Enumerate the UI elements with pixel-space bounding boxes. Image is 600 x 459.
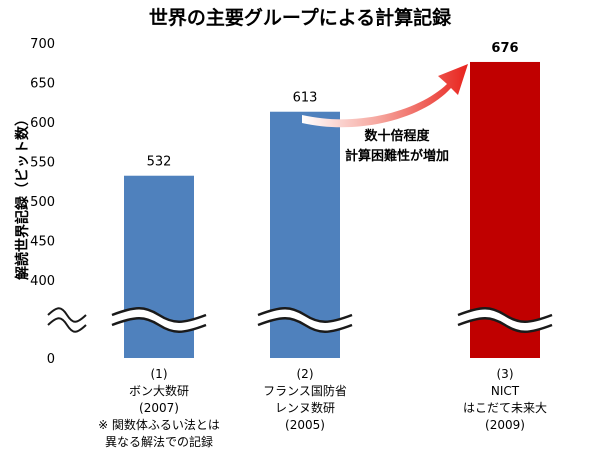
axis-break-line [111, 317, 207, 333]
bar-value-label: 676 [491, 41, 518, 56]
annotation-line-2: 計算困難性が増加 [345, 148, 449, 164]
axis-break-line [457, 317, 553, 333]
axis-break-line [47, 317, 87, 333]
category-label-line: 異なる解法での記録 [105, 434, 213, 449]
axis-break-line [257, 307, 353, 323]
y-tick-label: 600 [30, 116, 55, 131]
y-tick-label: 700 [30, 37, 55, 52]
y-tick-label: 500 [30, 195, 55, 210]
y-tick-label: 400 [30, 274, 55, 289]
axis-break-line [457, 307, 553, 323]
annotation-line-1: 数十倍程度 [364, 128, 430, 144]
category-label-line: (2007) [139, 401, 179, 415]
axis-break-line [111, 307, 207, 323]
axis-break-line [47, 307, 87, 323]
category-label-line: ※ 関数体ふるい法とは [98, 417, 220, 432]
category-index: (2) [297, 367, 314, 381]
category-label-line: レンヌ数研 [275, 400, 335, 415]
axis-break-band [456, 308, 554, 332]
category-label-line: フランス国防省 [263, 383, 347, 398]
y-axis-ticks: 700 650 600 550 500 450 400 0 [30, 37, 55, 367]
bars-group [124, 61, 540, 359]
axis-break-band [256, 308, 354, 332]
growth-arrow [302, 64, 468, 128]
category-index: (3) [497, 367, 514, 381]
value-labels: 532 613 676 [147, 41, 519, 170]
chart-title: 世界の主要グループによる計算記録 [149, 6, 452, 29]
y-tick-label: 650 [30, 77, 55, 92]
axis-break-line [257, 317, 353, 333]
category-label-line: はこだて未来大 [463, 401, 547, 415]
category-label-line: (2005) [285, 418, 325, 432]
y-tick-label: 0 [47, 352, 55, 367]
category-label-line: NICT [491, 384, 520, 398]
bar-value-label: 613 [293, 91, 318, 106]
y-tick-label: 450 [30, 235, 55, 250]
y-axis-label: 解読世界記録（ビット数） [14, 112, 31, 280]
category-index: (1) [151, 367, 168, 381]
category-label-line: (2009) [485, 418, 525, 432]
bar-value-label: 532 [147, 155, 172, 170]
category-label-line: ボン大数研 [129, 383, 189, 398]
axis-break-band [110, 308, 208, 332]
axis-break-marks [47, 307, 554, 333]
y-tick-label: 550 [30, 156, 55, 171]
